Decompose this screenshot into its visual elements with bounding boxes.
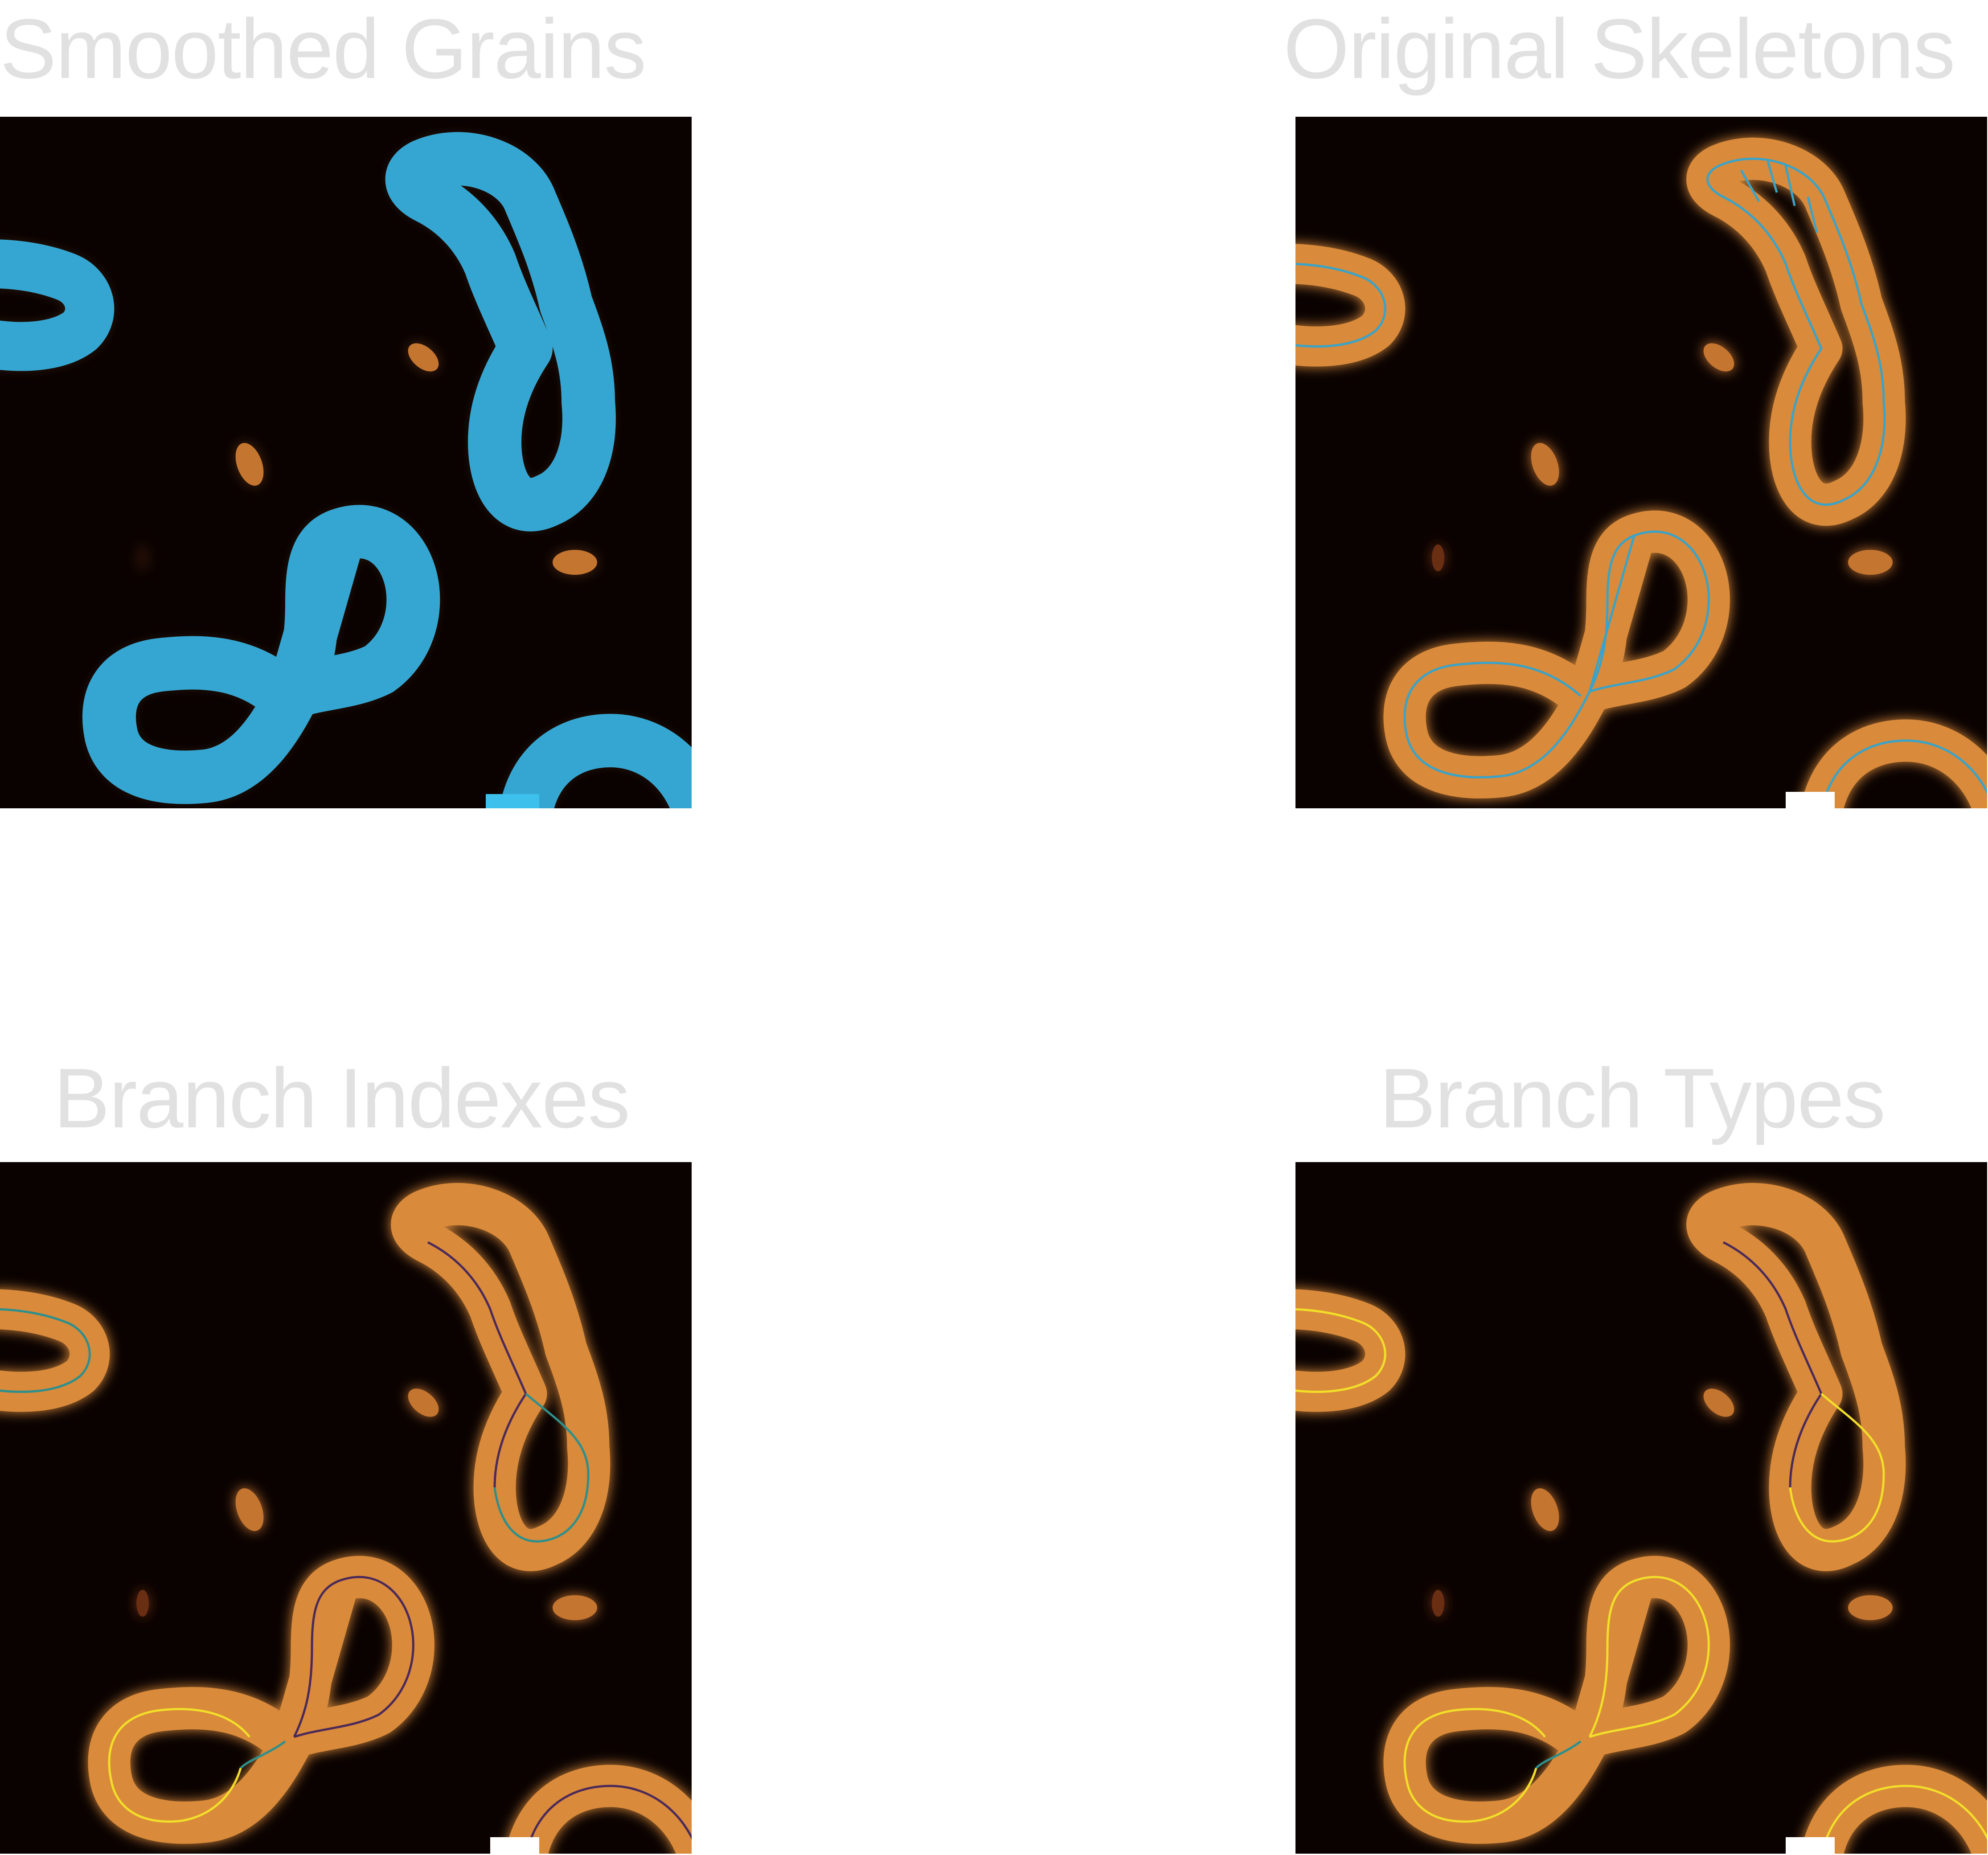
branch-types-image <box>1295 1162 1987 1854</box>
branch-indexes-image <box>0 1162 692 1854</box>
panel-title-original-skeletons: Original Skeletons <box>1283 2 1955 96</box>
afm-branch-type-icon <box>1295 1162 1987 1854</box>
afm-grain-mask-icon <box>0 132 692 808</box>
smoothed-grains-image <box>0 117 692 808</box>
afm-branch-index-icon <box>0 1162 692 1854</box>
panel-title-smoothed-grains: Smoothed Grains <box>0 2 647 96</box>
panel-title-branch-indexes: Branch Indexes <box>53 1051 630 1146</box>
panel-title-branch-types: Branch Types <box>1379 1051 1886 1146</box>
afm-skeleton-icon <box>1295 117 1987 808</box>
original-skeletons-image <box>1295 117 1987 808</box>
